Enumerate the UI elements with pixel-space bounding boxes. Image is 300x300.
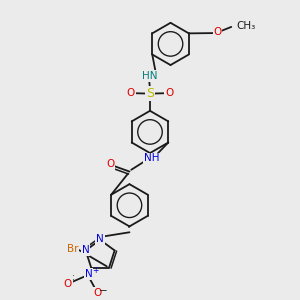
Text: N: N (82, 245, 89, 255)
Text: NH: NH (144, 153, 159, 163)
Text: O: O (93, 288, 101, 298)
Text: HN: HN (142, 71, 158, 81)
Text: −: − (99, 286, 108, 296)
Text: O: O (213, 27, 222, 37)
Text: O: O (165, 88, 173, 98)
Text: N: N (85, 269, 93, 279)
Text: N: N (96, 234, 104, 244)
Text: +: + (92, 266, 99, 275)
Text: CH₃: CH₃ (236, 21, 256, 31)
Text: O: O (127, 88, 135, 98)
Text: Br: Br (67, 244, 78, 254)
Text: :: : (72, 273, 75, 282)
Text: O: O (64, 279, 72, 289)
Text: S: S (146, 87, 154, 100)
Text: O: O (106, 159, 115, 169)
